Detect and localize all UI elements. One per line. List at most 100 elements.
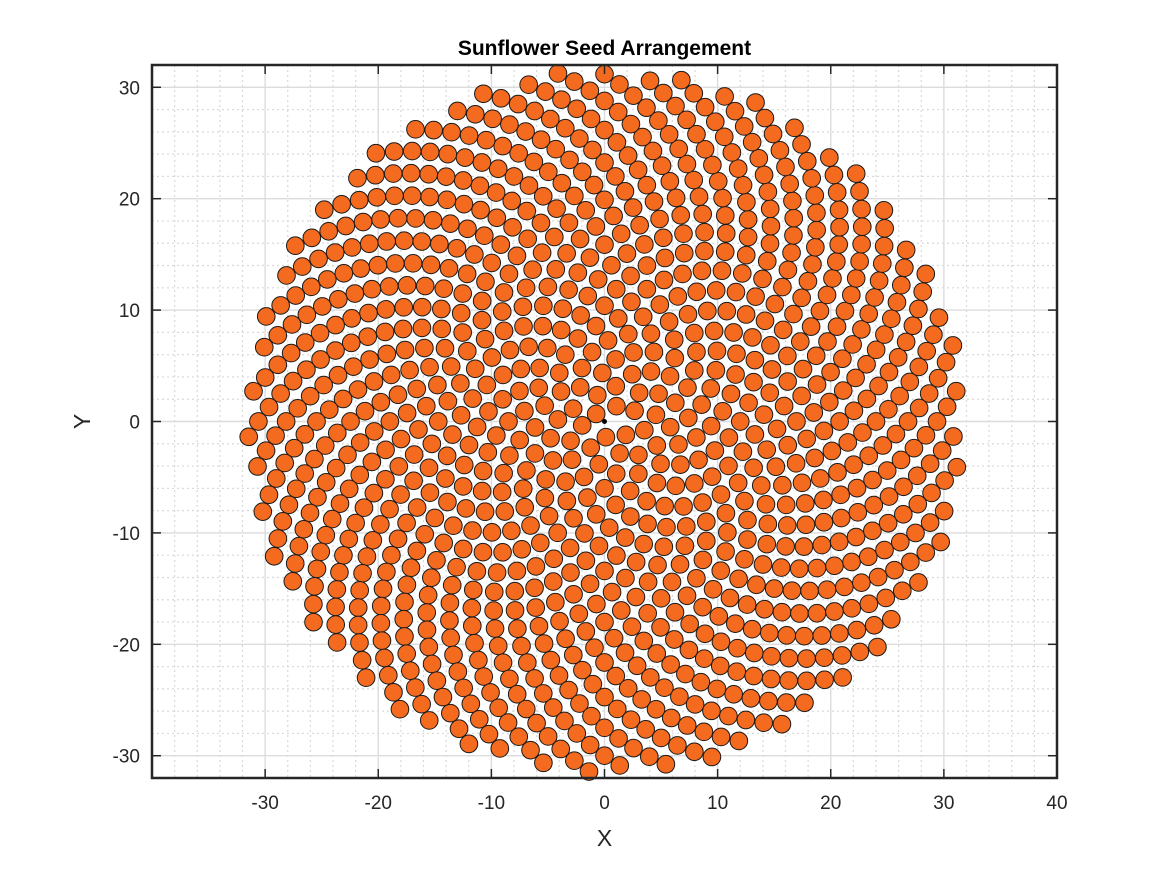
- seed-point: [755, 599, 774, 619]
- seed-point: [494, 283, 514, 302]
- seed-point: [487, 208, 507, 228]
- seed-point: [900, 372, 920, 392]
- seed-point: [846, 164, 866, 183]
- seed-point: [537, 338, 557, 358]
- seed-point: [477, 375, 497, 395]
- seed-point: [693, 493, 712, 512]
- seed-point: [295, 464, 315, 483]
- seed-point: [493, 389, 512, 409]
- seed-point: [909, 299, 928, 319]
- seed-point: [453, 284, 473, 303]
- seed-point: [453, 539, 473, 559]
- seed-point: [575, 524, 594, 543]
- seed-point: [561, 563, 580, 582]
- seed-point: [807, 220, 826, 240]
- seed-point: [314, 200, 334, 220]
- seed-point: [696, 531, 716, 551]
- seed-point: [586, 217, 606, 236]
- seed-point: [453, 171, 473, 190]
- seed-point: [535, 488, 555, 508]
- seed-point: [650, 209, 669, 229]
- seed-point: [579, 762, 599, 781]
- seed-point: [672, 70, 691, 90]
- seed-point: [541, 109, 560, 129]
- seed-point: [472, 481, 492, 501]
- seed-point: [711, 727, 731, 747]
- seed-point: [881, 609, 901, 629]
- seed-point: [728, 638, 747, 658]
- seed-point: [360, 350, 379, 369]
- seed-point: [585, 638, 604, 658]
- seed-point: [738, 227, 758, 247]
- seed-point: [692, 395, 711, 414]
- seed-point: [876, 588, 896, 608]
- seed-point: [559, 280, 578, 300]
- seed-point: [420, 142, 440, 162]
- seed-point: [571, 306, 590, 325]
- seed-point: [829, 200, 849, 220]
- seed-point: [894, 477, 913, 497]
- seed-point: [615, 182, 635, 201]
- seed-point: [875, 540, 894, 560]
- seed-point: [544, 227, 564, 247]
- seed-point: [589, 536, 609, 556]
- seed-point: [515, 401, 534, 421]
- seed-point: [702, 467, 722, 486]
- seed-point: [342, 238, 362, 257]
- seed-point: [637, 256, 657, 275]
- seed-point: [352, 650, 372, 670]
- seed-point: [859, 304, 879, 324]
- seed-point: [588, 385, 607, 405]
- seed-point: [459, 126, 479, 145]
- seed-point: [755, 108, 775, 128]
- seed-point: [794, 537, 814, 556]
- seed-point: [830, 412, 849, 431]
- seed-point: [595, 190, 614, 210]
- seed-point: [758, 514, 778, 534]
- seed-point: [633, 307, 653, 327]
- seed-point: [541, 650, 561, 670]
- seed-point: [419, 458, 439, 478]
- seed-point: [773, 475, 792, 495]
- seed-point: [749, 149, 769, 168]
- seed-point: [348, 598, 368, 617]
- seed-point: [716, 503, 736, 523]
- seed-point: [415, 524, 435, 544]
- seed-point: [348, 168, 367, 188]
- seed-point: [442, 122, 461, 142]
- seed-point: [864, 495, 884, 515]
- seed-point: [635, 235, 654, 254]
- seed-point: [761, 216, 781, 236]
- seed-point: [801, 317, 821, 336]
- seed-point: [555, 711, 574, 731]
- seed-point: [461, 694, 481, 714]
- seed-point: [469, 650, 488, 670]
- seed-point: [715, 206, 735, 225]
- seed-point: [873, 436, 893, 455]
- x-tick-label: 0: [599, 793, 610, 814]
- seed-point: [561, 431, 580, 451]
- seed-point: [815, 670, 834, 690]
- seed-point: [309, 249, 328, 269]
- seed-point: [744, 458, 763, 478]
- seed-point: [898, 412, 918, 431]
- seed-point: [422, 568, 441, 588]
- seed-point: [491, 89, 511, 108]
- seed-point: [776, 495, 796, 515]
- seed-point: [863, 521, 882, 541]
- seed-point: [846, 527, 866, 547]
- seed-point: [359, 303, 378, 323]
- seed-point: [715, 242, 735, 262]
- seed-point: [525, 101, 544, 121]
- seed-point: [451, 303, 471, 323]
- seed-point: [797, 649, 816, 668]
- seed-point: [583, 674, 603, 694]
- seed-point: [510, 430, 529, 450]
- seed-point: [702, 747, 722, 767]
- seed-point: [465, 104, 485, 124]
- seed-point: [616, 425, 636, 445]
- seed-point: [618, 324, 638, 344]
- seed-point: [341, 333, 361, 353]
